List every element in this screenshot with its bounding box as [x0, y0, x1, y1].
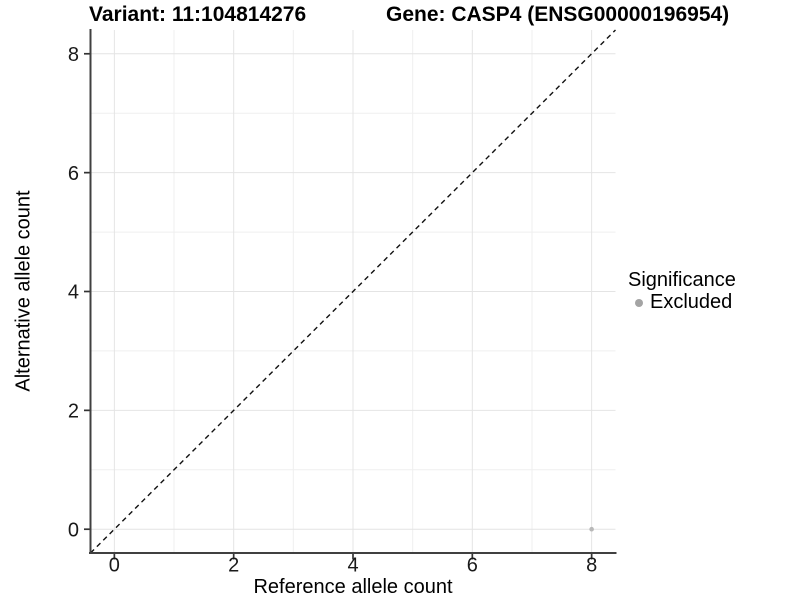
- y-tick-label: 6: [68, 163, 79, 185]
- legend-item-label: Excluded: [650, 291, 733, 313]
- variant-title: Variant: 11:104814276: [89, 3, 307, 26]
- x-tick-label: 8: [586, 555, 597, 577]
- y-tick-label: 2: [68, 401, 79, 423]
- gene-title: Gene: CASP4 (ENSG00000196954): [386, 3, 730, 26]
- data-point: [589, 526, 594, 532]
- legend-title: Significance: [628, 269, 736, 291]
- legend: Significance Excluded: [628, 270, 736, 313]
- y-tick-label: 0: [68, 519, 79, 541]
- y-tick-label: 4: [68, 282, 79, 304]
- identity-line: [90, 29, 616, 554]
- legend-item-excluded: Excluded: [628, 292, 736, 313]
- y-tick-label: 8: [68, 44, 79, 66]
- x-tick-label: 2: [228, 555, 239, 577]
- x-axis-title: Reference allele count: [253, 576, 453, 598]
- x-tick-label: 4: [347, 555, 358, 577]
- legend-key-dot-icon: [635, 298, 643, 307]
- x-tick-label: 6: [467, 555, 478, 577]
- x-tick-label: 0: [109, 555, 120, 577]
